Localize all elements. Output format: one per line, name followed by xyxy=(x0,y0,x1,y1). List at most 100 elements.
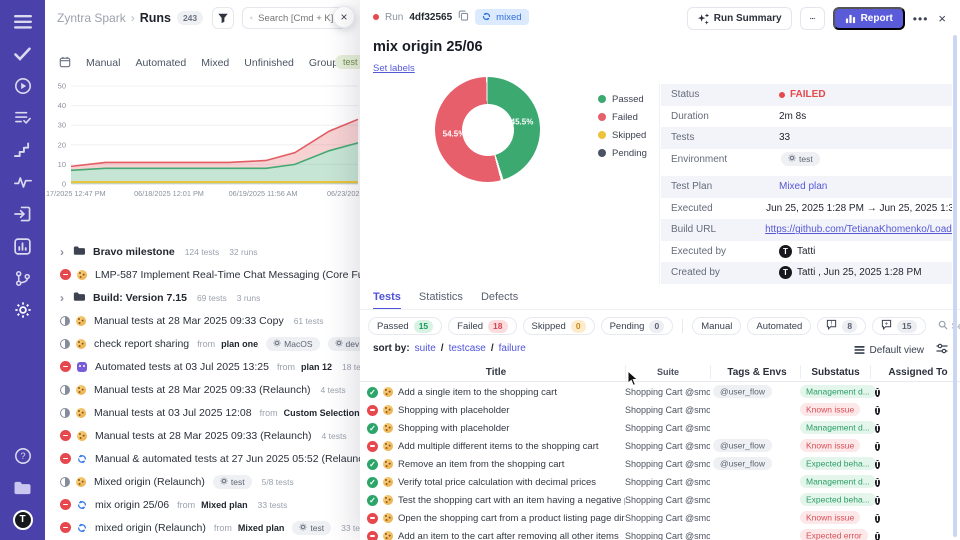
env-chip[interactable]: MacOS xyxy=(266,336,320,351)
env-chip[interactable]: test xyxy=(212,474,252,489)
column-header-asg[interactable]: Assigned To xyxy=(870,365,960,379)
column-header-tags[interactable]: Tags & Envs xyxy=(710,365,800,379)
chevron-right-icon[interactable]: › xyxy=(60,244,64,259)
tag-chip[interactable]: @user_flow xyxy=(713,385,773,398)
from-plan-name[interactable]: plan one xyxy=(221,338,259,349)
runs-filter-tab-unfinished[interactable]: Unfinished xyxy=(244,57,294,69)
substatus-badge[interactable]: Management d... xyxy=(800,385,876,398)
filter-chip-automated[interactable]: Automated xyxy=(747,317,812,335)
assignee-avatar[interactable]: T xyxy=(875,459,880,469)
test-runs-icon[interactable] xyxy=(13,204,33,224)
column-header-suite[interactable]: Suite xyxy=(625,365,710,379)
runs-filter-tab-automated[interactable]: Automated xyxy=(135,57,187,69)
assignee-avatar[interactable]: T xyxy=(875,405,880,415)
copy-icon[interactable] xyxy=(458,10,469,24)
sort-by-failure[interactable]: failure xyxy=(498,343,526,354)
substatus-badge[interactable]: Known issue xyxy=(800,511,861,524)
check-icon[interactable] xyxy=(13,44,33,64)
activity-icon[interactable] xyxy=(13,172,33,192)
test-cases-icon[interactable] xyxy=(13,108,33,128)
run-list-item[interactable]: Manual tests at 28 Mar 2025 09:33 Copy 61… xyxy=(45,309,360,332)
from-plan-name[interactable]: plan 12 xyxy=(300,361,332,372)
sort-by-testcase[interactable]: testcase xyxy=(448,343,486,354)
substatus-badge[interactable]: Known issue xyxy=(800,403,861,416)
substatus-badge[interactable]: Expected error xyxy=(800,529,868,540)
run-list-item[interactable]: Automated tests at 03 Jul 2025 13:25 from… xyxy=(45,355,360,378)
test-row[interactable]: ✓ Remove an item from the shopping cart Sh… xyxy=(360,455,960,473)
filter-chip-skipped[interactable]: Skipped 0 xyxy=(522,317,595,335)
assignee-avatar[interactable]: T xyxy=(875,531,880,540)
assignee-avatar[interactable]: T xyxy=(875,495,880,505)
filter-chip-pending[interactable]: Pending 0 xyxy=(600,317,674,335)
assignee-avatar[interactable]: T xyxy=(875,423,880,433)
chevron-right-icon[interactable]: › xyxy=(60,290,64,305)
run-list-item[interactable]: Manual tests at 28 Mar 2025 09:33 (Relau… xyxy=(45,424,360,447)
filter-chip-failed[interactable]: Failed 18 xyxy=(448,317,517,335)
panel-more-icon[interactable]: ••• xyxy=(912,11,929,26)
play-circle-icon[interactable] xyxy=(13,76,33,96)
test-row[interactable]: Open the shopping cart from a product li… xyxy=(360,509,960,527)
substatus-badge[interactable]: Management d... xyxy=(800,475,876,488)
tab-statistics[interactable]: Statistics xyxy=(418,291,463,303)
close-filter-button[interactable]: × xyxy=(333,6,355,28)
run-list-item[interactable]: Manual tests at 03 Jul 2025 12:08 from Cus… xyxy=(45,401,360,424)
substatus-badge[interactable]: Known issue xyxy=(800,439,861,452)
columns-settings-icon[interactable] xyxy=(936,343,948,357)
tag-chip[interactable]: @user_flow xyxy=(713,439,773,452)
substatus-badge[interactable]: Expected beha... xyxy=(800,493,876,506)
breadcrumb-project[interactable]: Zyntra Spark xyxy=(57,11,126,25)
run-type-chip[interactable]: mixed xyxy=(475,9,529,25)
summary-more-button[interactable] xyxy=(799,7,825,30)
env-chip[interactable]: test xyxy=(781,152,820,167)
tab-defects[interactable]: Defects xyxy=(480,291,519,303)
analytics-icon[interactable] xyxy=(13,236,33,256)
runs-search-input[interactable] xyxy=(258,12,339,24)
column-header-sub[interactable]: Substatus xyxy=(800,365,870,379)
run-summary-button[interactable]: Run Summary xyxy=(686,7,792,30)
assignee-avatar[interactable]: T xyxy=(875,387,880,397)
assignee-avatar[interactable]: T xyxy=(875,477,880,487)
env-tag-chip[interactable]: test xyxy=(335,55,360,69)
from-plan-name[interactable]: Mixed plan xyxy=(237,522,285,533)
shared-steps-icon[interactable] xyxy=(13,140,33,160)
runs-filter-tab-mixed[interactable]: Mixed xyxy=(201,57,230,69)
run-list-item[interactable]: check report sharing from plan one MacOS dev… xyxy=(45,332,360,355)
vertical-scrollbar[interactable] xyxy=(953,35,957,537)
test-row[interactable]: Add an item to the cart after removing a… xyxy=(360,527,960,540)
projects-folder-icon[interactable] xyxy=(13,478,33,498)
run-list-item[interactable]: Manual & automated tests at 27 Jun 2025 … xyxy=(45,447,360,470)
from-plan-name[interactable]: Custom Selection xyxy=(283,407,360,418)
help-icon[interactable]: ? xyxy=(13,446,33,466)
run-group-row[interactable]: › Build: Version 7.15 69 tests 3 runs xyxy=(45,286,360,309)
report-button[interactable]: Report xyxy=(832,7,905,30)
run-list-item[interactable]: mixed origin (Relaunch) from Mixed plan tes… xyxy=(45,516,360,539)
assignee-avatar[interactable]: T xyxy=(875,513,880,523)
runs-filter-tab-groups[interactable]: Groups xyxy=(308,57,344,69)
assignee-avatar[interactable]: T xyxy=(875,441,880,451)
test-row[interactable]: ✓ Verify total price calculation with dec… xyxy=(360,473,960,491)
column-header-title[interactable]: Title xyxy=(485,366,507,378)
run-list-item[interactable]: Mixed origin (Relaunch) test 5/8 tests xyxy=(45,470,360,493)
run-group-row[interactable]: › Bravo milestone 124 tests 32 runs xyxy=(45,240,360,263)
tag-chip[interactable]: @user_flow xyxy=(713,457,773,470)
detail-link[interactable]: https://github.com/TetianaKhomenko/Load-… xyxy=(765,224,952,236)
tab-tests[interactable]: Tests xyxy=(373,291,401,310)
branch-icon[interactable] xyxy=(13,268,33,288)
filter-chip-passed[interactable]: Passed 15 xyxy=(368,317,443,335)
filter-chip-manual[interactable]: Manual xyxy=(692,317,742,335)
env-chip[interactable]: test xyxy=(292,520,332,535)
substatus-badge[interactable]: Expected beha... xyxy=(800,457,876,470)
default-view-select[interactable]: Default view xyxy=(854,345,924,356)
detail-link[interactable]: Mixed plan xyxy=(779,181,828,193)
set-labels-link[interactable]: Set labels xyxy=(373,63,415,74)
run-list-item[interactable]: LMP-587 Implement Real-Time Chat Messagi… xyxy=(45,263,360,286)
runs-filter-tab-manual[interactable]: Manual xyxy=(86,57,121,69)
filter-button[interactable] xyxy=(212,7,235,29)
from-plan-name[interactable]: Mixed plan xyxy=(201,499,248,510)
menu-icon[interactable] xyxy=(13,12,33,32)
runs-view-icon[interactable] xyxy=(59,56,71,71)
run-list-item[interactable]: Manual tests at 28 Mar 2025 09:33 (Relau… xyxy=(45,378,360,401)
user-avatar[interactable]: T xyxy=(12,510,33,530)
test-row[interactable]: ✓ Add a single item to the shopping cart S… xyxy=(360,383,960,401)
substatus-badge[interactable]: Management d... xyxy=(800,421,876,434)
